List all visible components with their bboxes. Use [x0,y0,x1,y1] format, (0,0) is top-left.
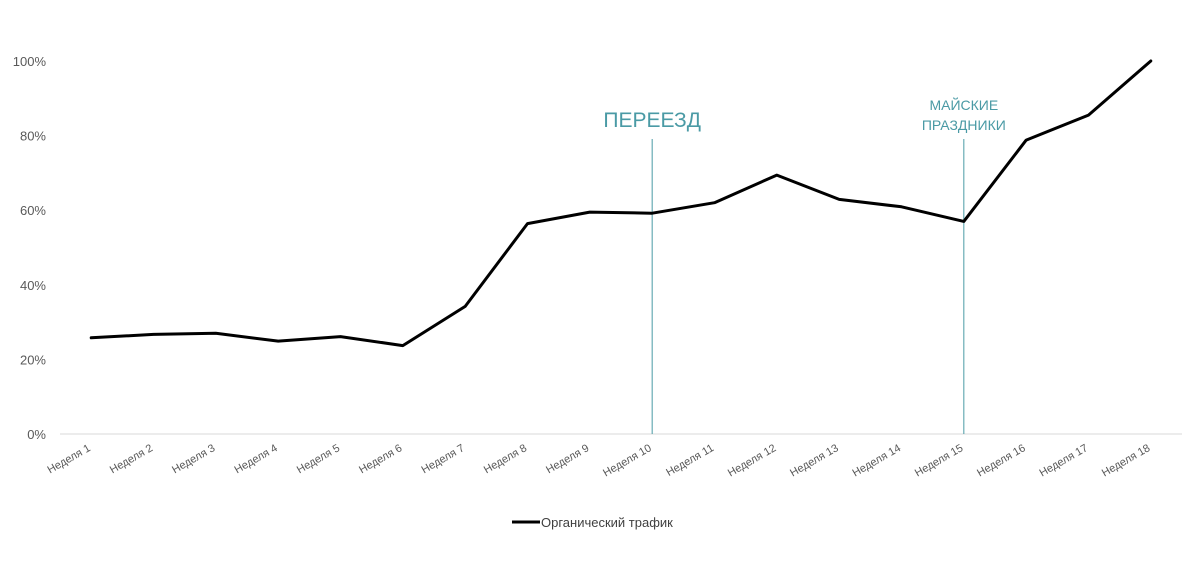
x-tick-label: Неделя 12 [726,442,778,479]
x-tick-label: Неделя 17 [1038,442,1090,479]
x-tick-label: Неделя 4 [232,442,279,476]
y-tick-label: 40% [20,278,46,293]
x-tick-label: Неделя 9 [544,442,591,476]
x-tick-label: Неделя 11 [664,442,716,479]
series-lines [89,59,1153,348]
x-tick-label: Неделя 18 [1100,442,1152,479]
x-tick-label: Неделя 10 [601,442,653,479]
y-tick-label: 0% [27,427,46,442]
series-line-organic-traffic [89,59,1153,348]
annotation-label: ПРАЗДНИКИ [922,117,1006,133]
y-tick-label: 60% [20,203,46,218]
y-tick-label: 80% [20,129,46,144]
x-tick-label: Неделя 3 [170,442,217,476]
x-tick-label: Неделя 5 [295,442,342,476]
y-tick-label: 20% [20,352,46,367]
y-axis-ticks: 0% 20% 40% 60% 80% 100% [13,54,47,442]
annotation-label: МАЙСКИЕ [929,96,998,113]
x-tick-label: Неделя 16 [975,442,1027,479]
x-tick-label: Неделя 13 [788,442,840,479]
x-tick-label: Неделя 6 [357,442,404,476]
annotations: ПЕРЕЕЗД МАЙСКИЕ ПРАЗДНИКИ [603,96,1006,434]
y-tick-label: 100% [13,54,47,69]
x-tick-label: Неделя 14 [851,442,903,479]
x-tick-label: Неделя 8 [482,442,529,476]
x-tick-label: Неделя 7 [419,442,466,476]
x-tick-label: Неделя 15 [913,442,965,479]
annotation-label: ПЕРЕЕЗД [603,109,701,132]
legend: Органический трафик [512,515,673,530]
x-axis-ticks: Неделя 1 Неделя 2 Неделя 3 Неделя 4 Неделя 5… [45,442,1152,479]
legend-label-organic-traffic: Органический трафик [541,515,673,530]
x-tick-label: Неделя 1 [45,442,92,476]
x-tick-label: Неделя 2 [108,442,155,476]
